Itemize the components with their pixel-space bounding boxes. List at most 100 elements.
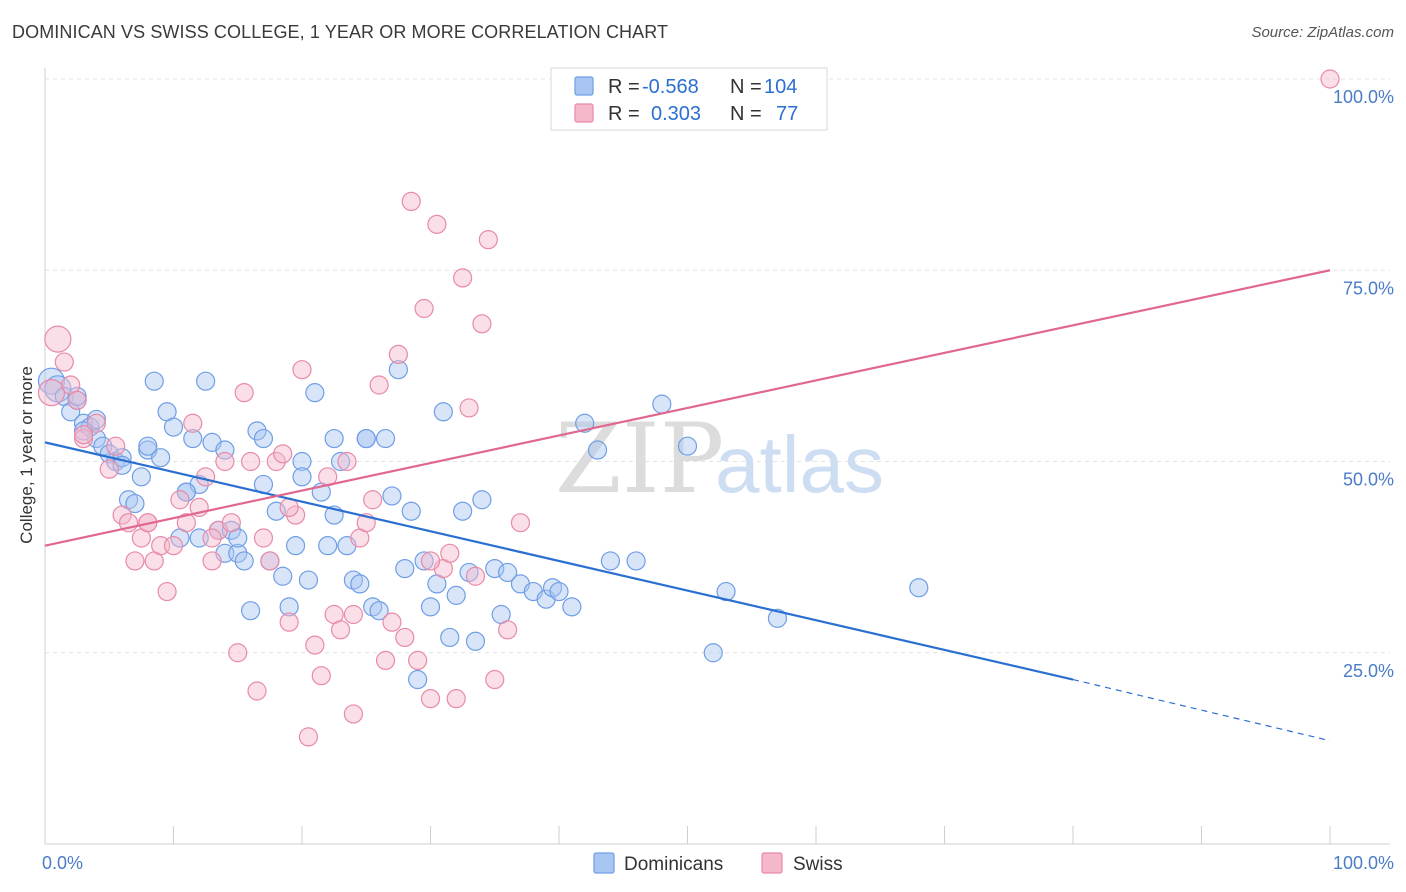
swiss-point-43 bbox=[330, 620, 351, 640]
dominicans-point-61 bbox=[433, 402, 453, 422]
dominicans-point-36 bbox=[273, 566, 293, 586]
swiss-point-2 bbox=[54, 352, 74, 372]
swiss-point-36 bbox=[285, 505, 306, 525]
stats-r-label-swiss: R = bbox=[608, 103, 640, 125]
dominicans-point-95 bbox=[324, 428, 344, 449]
swiss-point-32 bbox=[260, 551, 280, 571]
series-legend: Dominicans Swiss bbox=[593, 852, 843, 875]
dominicans-points bbox=[37, 360, 929, 690]
dominicans-point-82 bbox=[677, 436, 698, 456]
dominicans-point-39 bbox=[292, 451, 312, 472]
dominicans-point-43 bbox=[318, 536, 338, 556]
swiss-point-54 bbox=[401, 191, 421, 211]
dominicans-point-96 bbox=[356, 428, 376, 449]
dominicans-point-51 bbox=[369, 601, 389, 621]
trend-lines bbox=[44, 269, 1331, 742]
dominicans-point-68 bbox=[485, 558, 505, 579]
watermark: ZIP atlas bbox=[555, 403, 884, 515]
chart-title: DOMINICAN VS SWISS COLLEGE, 1 YEAR OR MO… bbox=[12, 22, 669, 42]
swiss-point-71 bbox=[73, 425, 94, 445]
dominicans-point-93 bbox=[253, 428, 274, 449]
stats-r-value-dominicans: -0.568 bbox=[642, 76, 699, 98]
dominicans-point-55 bbox=[395, 558, 415, 579]
dominicans-point-45 bbox=[330, 451, 351, 472]
dominicans-point-64 bbox=[453, 501, 473, 521]
swiss-point-22 bbox=[196, 467, 216, 487]
dominicans-point-76 bbox=[562, 597, 582, 617]
dominicans-point-52 bbox=[375, 428, 396, 449]
dominicans-point-38 bbox=[285, 536, 306, 556]
dominicans-point-58 bbox=[414, 551, 434, 571]
y-tick-label-3: 25.0% bbox=[1343, 661, 1394, 681]
swiss-point-62 bbox=[453, 268, 473, 288]
dominicans-point-35 bbox=[266, 501, 286, 521]
y-tick-label-2: 50.0% bbox=[1343, 470, 1394, 490]
swiss-point-69 bbox=[510, 513, 531, 533]
dominicans-point-70 bbox=[498, 562, 518, 583]
dominicans-point-66 bbox=[465, 631, 486, 651]
swiss-point-58 bbox=[427, 214, 447, 234]
dominicans-point-13 bbox=[125, 493, 145, 514]
swiss-point-20 bbox=[183, 413, 203, 433]
swiss-point-6 bbox=[86, 413, 107, 433]
swiss-point-49 bbox=[369, 375, 389, 395]
dominicans-point-56 bbox=[401, 501, 421, 521]
dominicans-point-62 bbox=[440, 627, 460, 648]
legend-swatch-swiss bbox=[761, 852, 783, 874]
swiss-point-45 bbox=[343, 704, 363, 724]
swiss-point-1 bbox=[44, 325, 72, 353]
swiss-point-61 bbox=[446, 689, 466, 709]
swiss-point-9 bbox=[112, 505, 132, 525]
y-axis-label: College, 1 year or more bbox=[17, 366, 36, 544]
swiss-point-48 bbox=[363, 490, 383, 510]
swiss-point-11 bbox=[125, 551, 145, 571]
dominicans-point-92 bbox=[215, 440, 235, 460]
swiss-point-39 bbox=[305, 635, 325, 655]
chart-source: Source: ZipAtlas.com bbox=[1251, 24, 1394, 41]
legend-label-dominicans: Dominicans bbox=[624, 854, 723, 875]
swiss-point-67 bbox=[485, 669, 505, 690]
swiss-point-33 bbox=[266, 451, 286, 472]
swiss-point-29 bbox=[241, 451, 261, 472]
swiss-point-50 bbox=[375, 650, 396, 671]
dominicans-point-80 bbox=[626, 551, 646, 571]
dominicans-point-75 bbox=[549, 581, 569, 602]
dominicans-point-57 bbox=[408, 669, 428, 690]
dominicans-point-29 bbox=[228, 543, 248, 563]
swiss-point-7 bbox=[99, 459, 119, 479]
axes bbox=[44, 68, 1390, 845]
dominicans-point-77 bbox=[575, 413, 595, 433]
swiss-point-23 bbox=[202, 551, 222, 571]
dominicans-point-37 bbox=[279, 597, 299, 617]
stats-legend: R = -0.568 N = 104 R = 0.303 N = 77 bbox=[550, 67, 828, 131]
swiss-point-70 bbox=[1320, 69, 1340, 89]
swiss-point-52 bbox=[388, 344, 408, 364]
swiss-point-76 bbox=[420, 551, 441, 571]
dominicans-point-78 bbox=[587, 440, 608, 460]
swiss-point-34 bbox=[273, 444, 293, 464]
dominicans-point-79 bbox=[600, 551, 621, 571]
swiss-point-63 bbox=[459, 398, 479, 418]
y-tick-label-1: 75.0% bbox=[1343, 278, 1394, 298]
dominicans-point-32 bbox=[247, 421, 267, 441]
swiss-point-66 bbox=[478, 230, 498, 250]
dominicans-point-67 bbox=[472, 490, 492, 510]
dominicans-point-85 bbox=[767, 608, 788, 628]
swiss-point-4 bbox=[67, 390, 87, 410]
dominicans-point-19 bbox=[163, 417, 184, 437]
y-tick-label-0: 100.0% bbox=[1333, 87, 1394, 107]
dominicans-trend-line bbox=[44, 441, 1074, 681]
swiss-point-75 bbox=[343, 604, 363, 625]
dominicans-point-91 bbox=[176, 482, 196, 502]
dominicans-point-54 bbox=[388, 360, 408, 380]
swiss-point-26 bbox=[221, 513, 241, 533]
stats-legend-swatch-swiss bbox=[574, 103, 594, 123]
dominicans-point-16 bbox=[144, 371, 164, 391]
dominicans-point-63 bbox=[446, 585, 466, 605]
dominicans-point-48 bbox=[350, 574, 370, 594]
swiss-point-65 bbox=[472, 314, 492, 334]
dominicans-point-81 bbox=[652, 394, 672, 414]
swiss-point-68 bbox=[498, 620, 518, 640]
swiss-point-17 bbox=[163, 536, 184, 556]
